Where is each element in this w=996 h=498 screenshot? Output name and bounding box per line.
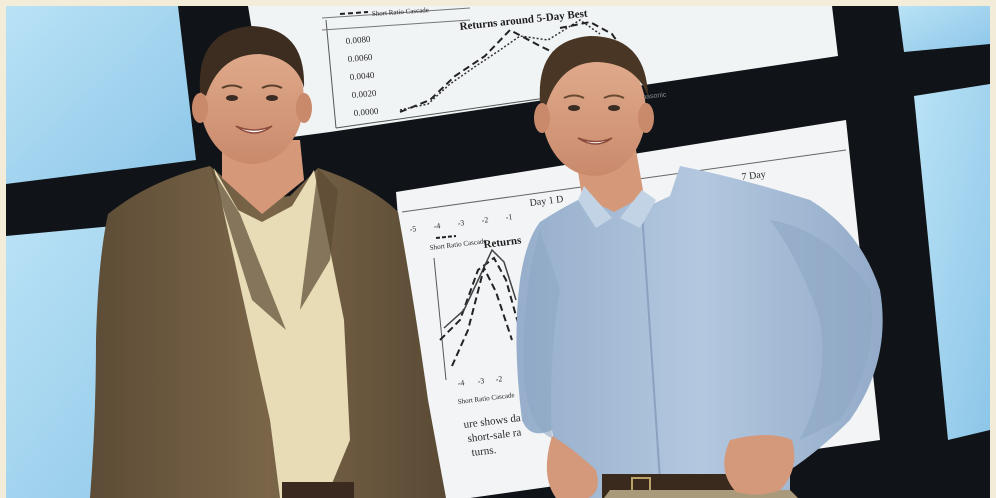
- lower-chart-series-solid: [443, 248, 517, 329]
- right-man-left-hand: [546, 436, 598, 498]
- top-chart-series-dashed: [399, 28, 566, 113]
- top-chart: Short Ratio Cascade Returns around 5-Day…: [321, 6, 646, 129]
- top-chart-ytick-1: 0.0060: [347, 52, 373, 64]
- top-chart-ytick-0: 0.0080: [345, 34, 371, 46]
- right-man-face: [542, 48, 646, 176]
- lower-chart-xtick-0: -5: [409, 224, 417, 234]
- middle-chart-label-b: 7 Day: [741, 169, 766, 183]
- lower-chart-xtick-3: -2: [481, 215, 489, 225]
- person-left: [90, 26, 446, 498]
- top-chart-ytick-3: 0.0020: [351, 88, 377, 100]
- right-man-right-hand: [724, 435, 795, 495]
- lower-chart-xtick-a: -4: [457, 378, 465, 388]
- lower-chart-xtick-c: -2: [495, 374, 503, 384]
- monitor-brand-label: Panasonic: [633, 92, 667, 102]
- top-chart-ytick-2: 0.0040: [349, 70, 375, 82]
- lower-chart-title: Returns: [483, 234, 523, 251]
- top-chart-ytick-4: 0.0000: [353, 106, 379, 118]
- middle-chart-label-a: Day 1 D: [529, 194, 564, 209]
- person-right: [516, 36, 883, 498]
- monitor-right-top: [898, 6, 990, 52]
- left-man-belt: [282, 482, 354, 498]
- lower-chart-series-second: [451, 265, 513, 367]
- top-chart-series-dotted: [399, 19, 601, 111]
- monitor-right-middle: [914, 84, 990, 440]
- right-man-hair: [539, 36, 648, 106]
- monitor-left-top: [6, 6, 196, 184]
- left-man-face: [200, 36, 304, 164]
- top-chart-series-right: [559, 20, 646, 79]
- lower-chart-xtick-2: -3: [457, 218, 465, 228]
- lower-chart-xtick-b: -3: [477, 376, 485, 386]
- lower-chart-xtick-4: -1: [505, 212, 513, 222]
- left-man-hair: [199, 26, 305, 96]
- lower-chart-xtick-1: -4: [433, 221, 441, 231]
- top-chart-legend: Short Ratio Cascade: [372, 6, 430, 18]
- lower-chart-caption-2: turns.: [471, 444, 497, 459]
